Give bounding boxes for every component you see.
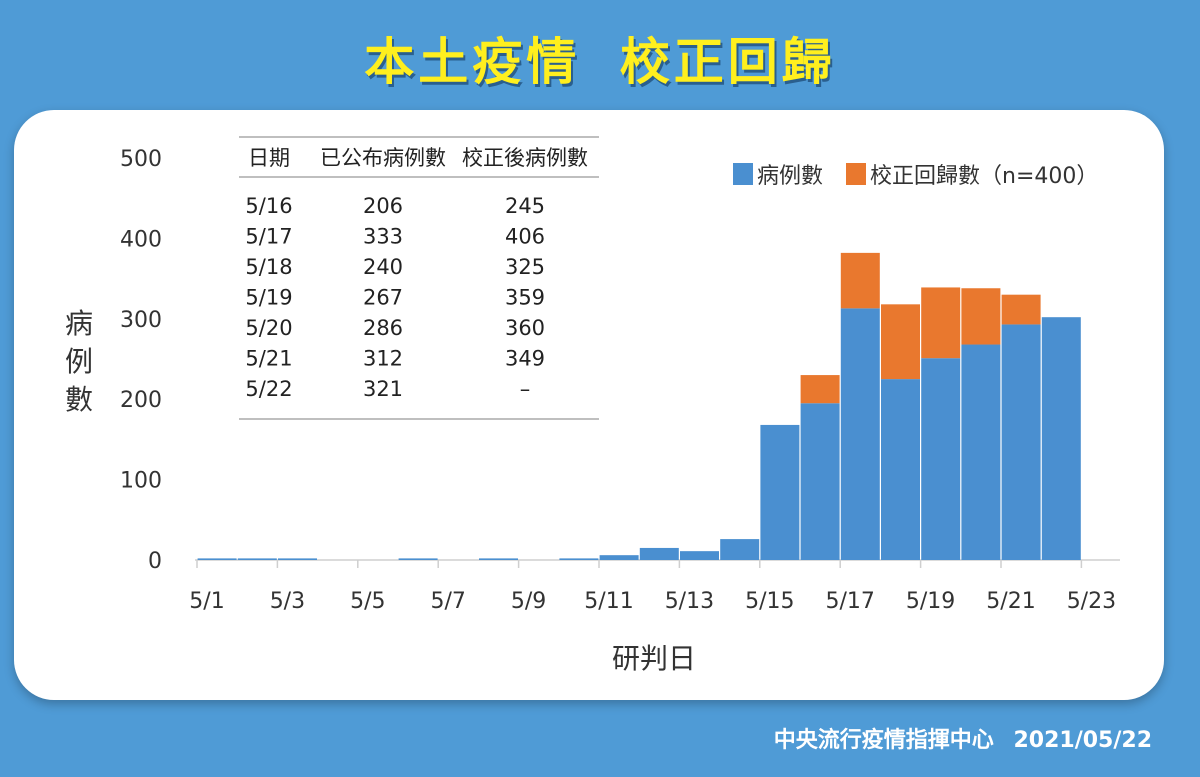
table-cell: 5/16 [245,194,292,218]
x-tick-label: 5/7 [430,589,465,614]
table-cell: 245 [505,194,545,218]
table-cell: 312 [363,347,403,371]
table-cell: 360 [505,316,545,340]
bar-reported-5/10 [559,558,599,560]
table-cell: 333 [363,225,403,249]
table-cell: 325 [505,255,545,279]
legend: 病例數 校正回歸數（n=400） [733,163,1098,189]
footer-date: 2021/05/22 [1013,728,1152,753]
legend-label-corrected: 校正回歸數（n=400） [870,164,1098,189]
table-cell: 5/21 [245,347,292,371]
legend-swatch-reported [733,163,753,185]
bar-corrected-5/16 [800,375,840,404]
chart-title: 本土疫情 校正回歸 [364,33,836,91]
x-tick-label: 5/9 [511,589,546,614]
x-tick-label: 5/11 [584,589,633,614]
x-tick-label: 5/21 [986,589,1035,614]
footer: 中央流行疫情指揮中心 2021/05/22 [762,722,1152,754]
x-tick-label: 5/5 [350,589,385,614]
table-cell: 349 [505,347,545,371]
table-cell: 5/22 [245,377,292,401]
table-header-cell: 校正後病例數 [462,146,588,170]
table-header-cell: 日期 [248,146,290,170]
bar-corrected-5/17 [840,252,880,309]
bar-corrected-5/21 [1001,294,1041,325]
x-tick-label: 5/13 [665,589,714,614]
bar-reported-5/3 [278,558,317,560]
bar-reported-5/6 [398,558,438,560]
x-tick-label: 5/17 [825,589,874,614]
table-cell: – [520,377,531,401]
x-tick-label: 5/23 [1067,589,1116,614]
bar-reported-5/14 [720,539,760,560]
bar-reported-5/1 [197,558,237,560]
stacked-bar-chart: 0 100 200 300 400 500 5/1 5/3 5/5 5/7 5/9 5/11 5/13 5… [65,136,1120,675]
y-tick-label: 100 [120,469,162,494]
table-cell: 5/18 [245,255,292,279]
table-cell: 5/17 [245,225,292,249]
legend-label-reported: 病例數 [757,164,823,189]
y-tick-label: 500 [120,147,162,172]
bar-corrected-5/18 [881,304,920,380]
table-header-cell: 已公布病例數 [320,146,446,170]
bar-reported-5/18 [881,379,920,560]
table-cell: 286 [363,316,403,340]
bar-reported-5/8 [479,558,518,560]
x-axis-title: 研判日 [612,642,696,675]
table-cell: 5/19 [245,286,292,310]
y-axis-title: 病例數 [65,307,93,416]
table-cell: 5/20 [245,316,292,340]
bar-reported-5/22 [1041,317,1081,560]
bar-reported-5/11 [599,555,639,560]
bar-reported-5/20 [961,344,1001,560]
y-tick-label: 300 [120,308,162,333]
chart-card: 0 100 200 300 400 500 5/1 5/3 5/5 5/7 5/9 5/11 5/13 5… [14,110,1164,700]
y-tick-label: 0 [148,549,162,574]
bar-reported-5/17 [840,308,880,560]
table-cell: 359 [505,286,545,310]
bar-reported-5/19 [921,358,961,560]
bar-reported-5/21 [1001,324,1041,560]
bar-corrected-5/20 [961,288,1001,345]
bars [197,252,1081,560]
x-tick-label: 5/3 [270,589,305,614]
bar-reported-5/12 [639,547,679,560]
legend-swatch-corrected [846,163,866,185]
table-cell: 240 [363,255,403,279]
y-tick-label: 200 [120,388,162,413]
footer-org: 中央流行疫情指揮中心 [773,728,994,753]
bar-corrected-5/19 [921,287,961,359]
x-tick-label: 5/1 [189,589,224,614]
bar-reported-5/13 [680,551,719,560]
table-cell: 406 [505,225,545,249]
bar-reported-5/2 [237,558,277,560]
table-cell: 206 [363,194,403,218]
y-tick-label: 400 [120,227,162,252]
table-cell: 267 [363,286,403,310]
table-cell: 321 [363,377,403,401]
x-tick-label: 5/15 [745,589,794,614]
x-tick-label: 5/19 [906,589,955,614]
bar-reported-5/16 [800,403,840,560]
bar-reported-5/15 [760,424,800,560]
data-table: 日期 已公布病例數 校正後病例數 5/16 206 245 5/17 333 406 5/18 24… [239,136,599,420]
